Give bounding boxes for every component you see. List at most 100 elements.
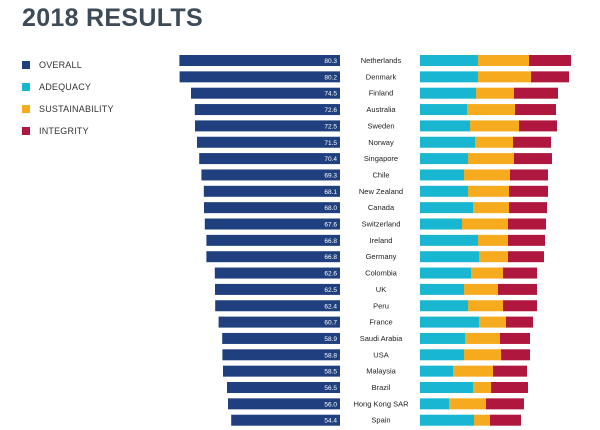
legend-label-integrity: INTEGRITY	[39, 126, 89, 136]
country-label: France	[369, 318, 392, 327]
sustainability-bar	[475, 136, 513, 148]
overall-bar	[231, 414, 340, 426]
sustainability-bar	[474, 414, 490, 426]
integrity-bar	[498, 283, 537, 295]
country-label: Netherlands	[361, 56, 402, 65]
sustainability-bar	[478, 234, 508, 246]
country-label: Switzerland	[362, 220, 401, 229]
sustainability-bar	[464, 169, 510, 181]
adequacy-bar	[420, 136, 475, 148]
country-label: Finland	[369, 89, 394, 98]
overall-value-label: 56.0	[324, 401, 337, 408]
overall-bar	[218, 316, 340, 328]
country-label: Hong Kong SAR	[353, 399, 409, 408]
integrity-bar	[529, 55, 571, 66]
overall-value-label: 67.6	[324, 222, 337, 229]
overall-bar	[215, 283, 340, 295]
adequacy-bar	[420, 218, 462, 230]
country-label: Saudi Arabia	[360, 334, 403, 343]
legend-swatch-overall	[22, 61, 30, 69]
adequacy-bar	[420, 349, 464, 361]
legend-swatch-integrity	[22, 127, 30, 135]
overall-bar	[223, 365, 340, 377]
overall-bar	[227, 382, 340, 393]
adequacy-bar	[420, 300, 468, 312]
integrity-bar	[508, 234, 545, 246]
country-label: Australia	[366, 105, 396, 114]
overall-value-label: 71.5	[324, 140, 337, 147]
adequacy-bar	[420, 120, 470, 132]
sustainability-bar	[473, 382, 491, 393]
sustainability-bar	[478, 71, 531, 83]
country-label: Norway	[368, 138, 394, 147]
overall-value-label: 58.8	[324, 352, 337, 359]
overall-value-label: 62.5	[324, 287, 337, 294]
integrity-bar	[501, 349, 530, 361]
chart-title: 2018 RESULTS	[22, 4, 203, 32]
overall-bar	[199, 153, 340, 165]
integrity-bar	[513, 136, 551, 148]
integrity-bar	[490, 414, 521, 426]
sustainability-bar	[467, 104, 515, 116]
overall-value-label: 72.6	[324, 107, 337, 114]
overall-value-label: 62.6	[324, 271, 337, 278]
overall-value-label: 66.8	[324, 238, 337, 245]
integrity-bar	[515, 104, 556, 116]
country-label: Peru	[373, 301, 389, 310]
overall-value-label: 58.9	[324, 336, 337, 343]
overall-bar	[191, 87, 340, 99]
country-label: Sweden	[367, 121, 394, 130]
sustainability-bar	[453, 365, 493, 377]
integrity-bar	[503, 300, 537, 312]
legend-swatch-sustainability	[22, 105, 30, 113]
overall-bar	[204, 218, 340, 230]
adequacy-bar	[420, 332, 465, 344]
sustainability-bar	[478, 55, 529, 66]
legend-label-sustainability: SUSTAINABILITY	[39, 104, 114, 114]
adequacy-bar	[420, 414, 474, 426]
integrity-bar	[508, 251, 544, 263]
adequacy-bar	[420, 55, 478, 66]
adequacy-bar	[420, 87, 476, 99]
overall-value-label: 54.4	[324, 418, 337, 425]
overall-bar	[204, 202, 340, 214]
sustainability-bar	[479, 316, 506, 328]
overall-value-label: 72.5	[324, 123, 337, 130]
sustainability-bar	[462, 218, 508, 230]
adequacy-bar	[420, 283, 464, 295]
legend-label-adequacy: ADEQUACY	[39, 82, 92, 92]
adequacy-bar	[420, 153, 468, 165]
overall-value-label: 68.1	[324, 189, 337, 196]
adequacy-bar	[420, 365, 453, 377]
overall-value-label: 69.3	[324, 172, 337, 179]
legend-item-integrity: INTEGRITY	[22, 120, 114, 142]
sustainability-bar	[476, 87, 514, 99]
integrity-bar	[514, 153, 552, 165]
overall-bar	[197, 136, 340, 148]
adequacy-bar	[420, 71, 478, 83]
adequacy-bar	[420, 251, 479, 263]
country-label: Malaysia	[366, 367, 396, 376]
overall-value-label: 62.4	[324, 303, 337, 310]
overall-bar	[214, 267, 340, 279]
overall-value-label: 80.2	[324, 74, 337, 81]
overall-value-label: 58.5	[324, 369, 337, 376]
integrity-bar	[514, 87, 558, 99]
adequacy-bar	[420, 185, 468, 197]
overall-value-label: 56.5	[324, 385, 337, 392]
sustainability-bar	[468, 185, 509, 197]
country-label: Ireland	[370, 236, 393, 245]
adequacy-bar	[420, 169, 464, 181]
country-label: Denmark	[366, 72, 397, 81]
overall-bar	[194, 104, 340, 116]
sustainability-bar	[479, 251, 508, 263]
integrity-bar	[510, 169, 548, 181]
overall-value-label: 60.7	[324, 320, 337, 327]
overall-value-label: 74.5	[324, 91, 337, 98]
country-label: Chile	[372, 170, 389, 179]
overall-bar	[206, 234, 340, 246]
adequacy-bar	[420, 234, 478, 246]
legend-item-overall: OVERALL	[22, 54, 114, 76]
overall-bar	[228, 398, 340, 410]
